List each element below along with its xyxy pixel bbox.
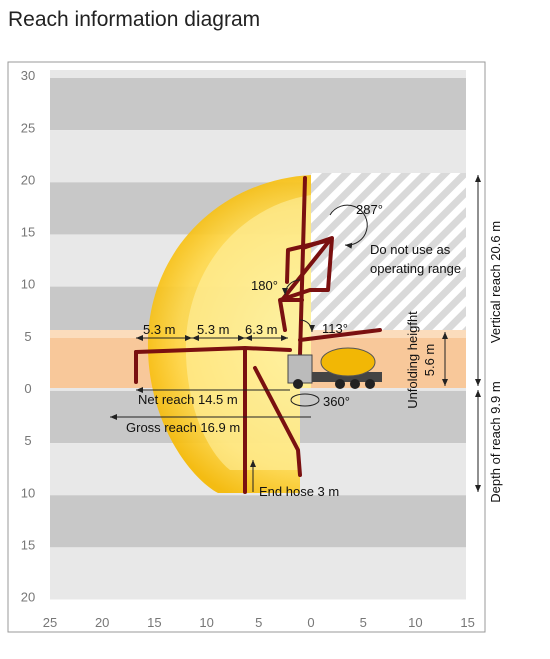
x-axis-label: 5 (255, 615, 262, 630)
arc-113 (299, 319, 315, 333)
annotation: Unfolding heigfht (405, 311, 420, 409)
y-axis-label: 0 (24, 381, 31, 396)
cab (287, 354, 313, 384)
chassis (312, 372, 382, 382)
annotation: operating range (370, 261, 461, 276)
boom-fold-2 (278, 236, 334, 332)
annotation: 5.3 m (197, 322, 230, 337)
y-axis-label: 10 (21, 485, 35, 500)
y-axis-label: 25 (21, 120, 35, 135)
boom-folded (134, 176, 382, 494)
wheel (365, 379, 375, 389)
x-axis-label: 5 (360, 615, 367, 630)
annotation: 287° (356, 202, 383, 217)
forbidden-zone (311, 173, 466, 330)
y-axis-label: 15 (21, 537, 35, 552)
x-axis-label: 10 (408, 615, 422, 630)
annotation: End hose 3 m (259, 484, 339, 499)
boom-vertical (298, 176, 307, 357)
wheel (335, 379, 345, 389)
annotation: 113° (322, 321, 348, 336)
annotation: Gross reach 16.9 m (126, 420, 240, 435)
annotation: Do not use as (370, 242, 451, 257)
annotation: 360° (323, 394, 350, 409)
x-axis-label: 25 (43, 615, 57, 630)
annotation: Vertical reach 20.6 m (488, 221, 503, 343)
y-axis-label: 20 (21, 590, 35, 605)
boom-right (298, 328, 382, 342)
y-axis-label: 5 (24, 433, 31, 448)
arc-287 (329, 204, 368, 249)
annotation: 5.3 m (143, 322, 176, 337)
annotation: 5.6 m (422, 344, 437, 377)
x-axis-label: 10 (199, 615, 213, 630)
x-axis-label: 15 (147, 615, 161, 630)
inner-envelope (185, 195, 311, 470)
wheel (293, 379, 303, 389)
annotation: Net reach 14.5 m (138, 392, 238, 407)
title: Reach information diagram (8, 8, 260, 31)
wheel (350, 379, 360, 389)
x-axis-label: 15 (460, 615, 474, 630)
y-axis-label: 15 (21, 225, 35, 240)
annotation: 6.3 m (245, 322, 278, 337)
annotation: Depth of reach 9.9 m (488, 381, 503, 502)
band (50, 70, 466, 78)
arc-360 (290, 393, 320, 407)
band (50, 78, 466, 131)
truck (287, 347, 382, 389)
band (50, 547, 466, 600)
y-axis-label: 10 (21, 277, 35, 292)
drum (320, 347, 376, 377)
annotation: 180° (251, 278, 278, 293)
band (50, 495, 466, 548)
arc-180 (282, 279, 301, 296)
y-axis-label: 5 (24, 329, 31, 344)
y-axis-label: 20 (21, 172, 35, 187)
x-axis-label: 20 (95, 615, 109, 630)
boom-down-2 (253, 366, 302, 477)
x-axis-label: 0 (307, 615, 314, 630)
y-axis-label: 30 (21, 68, 35, 83)
